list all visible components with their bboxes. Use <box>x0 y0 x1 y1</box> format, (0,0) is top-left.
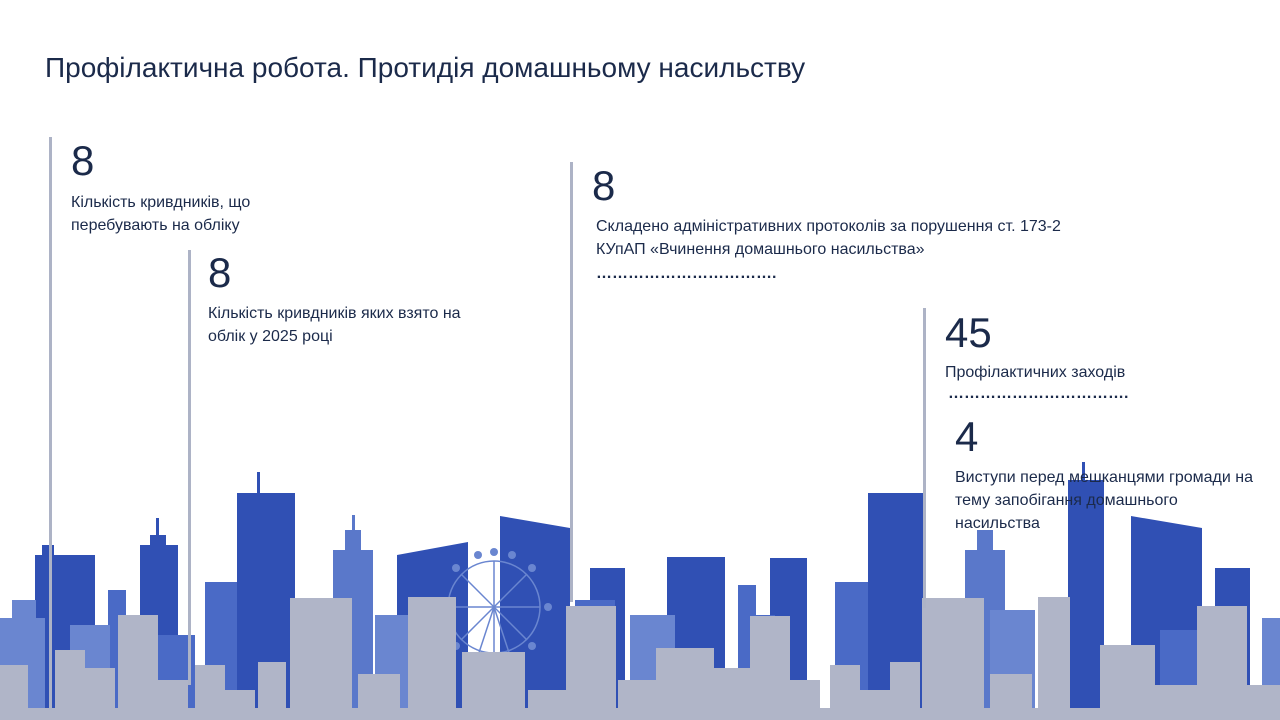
stat-3-dotted-separator: ……………………………. <box>596 265 777 282</box>
stat-4-dotted-separator: ……………………………. <box>948 385 1129 402</box>
stat-4-label: Профілактичних заходів <box>945 364 1126 381</box>
page-title: Профілактична робота. Протидія домашньом… <box>45 52 806 83</box>
stat-5-value: 4 <box>955 413 979 460</box>
stat-3-value: 8 <box>592 162 616 209</box>
stat-5-label: Виступи перед мешканцями громади на тему… <box>955 469 1253 532</box>
skyline-front-buildings <box>0 597 1280 720</box>
stat-2-divider-line <box>188 250 191 685</box>
stat-1-divider-line <box>49 137 52 710</box>
stat-2-label: Кількість кривдників яких взято на облік… <box>208 305 461 345</box>
stat-2-value: 8 <box>208 249 232 296</box>
stat-4-value: 45 <box>945 309 992 356</box>
stat-4-divider-line <box>923 308 926 608</box>
stat-3-divider-line <box>570 162 573 602</box>
stat-1-label: Кількість кривдників, що перебувають на … <box>71 194 251 234</box>
stat-3-label: Складено адміністративних протоколів за … <box>596 218 1061 258</box>
stat-1-value: 8 <box>71 137 95 184</box>
